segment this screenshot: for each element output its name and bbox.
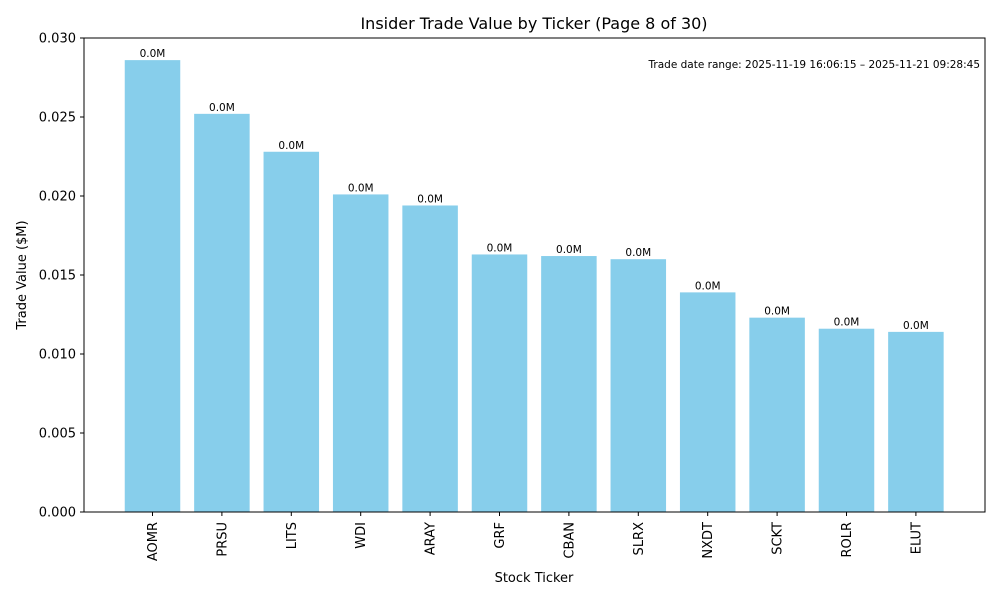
data-label: 0.0M xyxy=(695,280,721,292)
data-label: 0.0M xyxy=(556,244,582,256)
chart-title: Insider Trade Value by Ticker (Page 8 of… xyxy=(360,14,707,33)
data-label: 0.0M xyxy=(487,242,513,254)
bar-aomr xyxy=(124,60,181,513)
x-tick-label: PRSU xyxy=(215,522,230,557)
y-tick-label: 0.010 xyxy=(39,348,76,363)
y-tick-label: 0.005 xyxy=(39,427,76,442)
bar-prsu xyxy=(194,113,250,512)
y-axis-label: Trade Value ($M) xyxy=(15,220,30,330)
x-tick-label: LITS xyxy=(285,522,300,549)
plot-frame xyxy=(83,37,986,513)
data-label: 0.0M xyxy=(625,247,651,259)
y-tick-label: 0.020 xyxy=(39,190,76,205)
bar-sckt xyxy=(749,317,805,512)
bar-wdi xyxy=(332,194,389,513)
bar-aray xyxy=(402,205,458,513)
bar-series: 0.0M 0.0M 0.0M 0.0M 0.0M 0.0M 0.0M 0.0M 0.0M 0.0M… xyxy=(124,48,944,513)
data-label: 0.0M xyxy=(209,102,235,114)
x-tick-label: SLRX xyxy=(632,522,647,556)
x-tick-label: ROLR xyxy=(840,522,855,558)
x-tick-label: CBAN xyxy=(562,522,577,559)
bar-cban xyxy=(541,256,597,512)
x-tick-label: ELUT xyxy=(909,522,924,554)
data-label: 0.0M xyxy=(764,306,790,318)
y-tick-label: 0.000 xyxy=(39,506,76,521)
x-tick-label: SCKT xyxy=(771,522,786,555)
x-axis: AOMR PRSU LITS WDI ARAY GRF CBAN SLRX NXDT SCKT RO… xyxy=(146,512,924,561)
x-tick-label: NXDT xyxy=(701,522,716,559)
bar-slrx xyxy=(610,259,667,512)
data-label: 0.0M xyxy=(834,317,860,329)
data-label: 0.0M xyxy=(348,182,374,194)
data-label: 0.0M xyxy=(140,48,166,60)
y-tick-label: 0.015 xyxy=(39,269,76,284)
y-tick-label: 0.025 xyxy=(39,111,76,126)
bar-nxdt xyxy=(679,292,736,512)
x-tick-label: AOMR xyxy=(146,522,161,561)
y-axis: 0.000 0.005 0.010 0.015 0.020 0.025 0.030 xyxy=(39,32,84,521)
bar-rolr xyxy=(818,328,875,512)
x-tick-label: GRF xyxy=(493,522,508,549)
x-axis-label: Stock Ticker xyxy=(495,571,574,586)
x-tick-label: ARAY xyxy=(424,522,439,555)
date-range-annotation: Trade date range: 2025-11-19 16:06:15 – … xyxy=(648,59,980,71)
bar-elut xyxy=(888,331,944,512)
bar-grf xyxy=(471,254,528,512)
x-tick-label: WDI xyxy=(354,522,369,549)
data-label: 0.0M xyxy=(278,140,304,152)
bar-lits xyxy=(263,151,320,512)
data-label: 0.0M xyxy=(417,193,443,205)
y-tick-label: 0.030 xyxy=(39,32,76,47)
data-label: 0.0M xyxy=(903,320,929,332)
